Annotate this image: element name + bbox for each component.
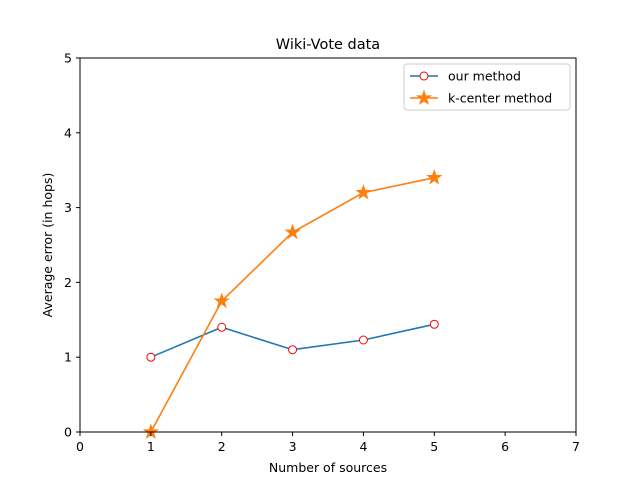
x-tick-label: 6	[501, 439, 509, 454]
chart-title: Wiki-Vote data	[276, 37, 380, 53]
y-axis-label: Average error (in hops)	[40, 173, 55, 318]
series-2-point	[284, 223, 301, 240]
x-tick-label: 4	[359, 439, 367, 454]
x-tick-label: 2	[218, 439, 226, 454]
y-tick-label: 2	[64, 275, 72, 290]
axis-ticks: 0 1 2 3 4 5 6 7 0 1 2 3 4 5	[64, 51, 580, 455]
plot-area	[142, 169, 443, 439]
x-tick-label: 5	[430, 439, 438, 454]
axes-frame	[79, 57, 577, 433]
x-axis-label: Number of sources	[269, 460, 387, 475]
y-tick-label: 3	[64, 200, 72, 215]
series-1-point	[146, 352, 156, 362]
series-1-point	[217, 322, 227, 332]
y-tick-label: 1	[64, 350, 72, 365]
x-tick-label: 3	[289, 439, 297, 454]
series-2-point	[355, 184, 372, 200]
series-1-point	[358, 335, 368, 345]
x-tick-label: 0	[76, 439, 84, 454]
series-2-point	[426, 169, 443, 185]
legend-box	[403, 63, 571, 111]
legend-marker-2	[415, 89, 433, 105]
x-tick-label: 7	[572, 439, 580, 454]
y-tick-label: 0	[64, 425, 72, 440]
x-tick-label: 1	[147, 439, 155, 454]
series-2-point	[213, 292, 230, 308]
legend-label-2: k-center method	[448, 91, 552, 106]
y-tick-label: 4	[64, 125, 72, 140]
legend-marker-1	[419, 71, 429, 81]
y-tick-label: 5	[64, 51, 72, 66]
series-1-point	[429, 319, 439, 329]
series-1-point	[288, 345, 298, 355]
legend-label-1: our method	[448, 69, 521, 84]
legend: our method k-center method	[403, 63, 571, 111]
